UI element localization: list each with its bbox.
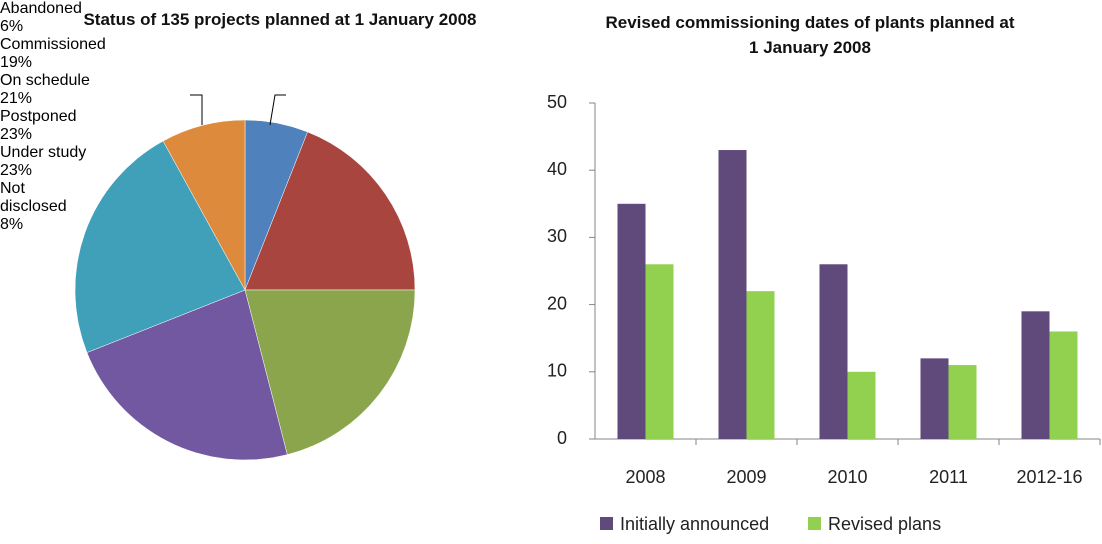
- y-tick-label: 50: [547, 92, 567, 112]
- leader-line: [269, 94, 286, 126]
- pie-label-value: 8%: [0, 216, 24, 233]
- x-tick-label: 2011: [929, 467, 968, 487]
- pie-title: Status of 135 projects planned at 1 Janu…: [83, 10, 477, 29]
- bar: [1021, 311, 1050, 439]
- pie-slice: [162, 119, 246, 291]
- bar: [920, 358, 949, 439]
- y-tick-label: 40: [547, 159, 567, 179]
- pie-label-name: Abandoned: [0, 0, 82, 17]
- pie-label: Postponed 23%: [0, 108, 110, 144]
- bar-title: Revised commissioning dates of plants pl…: [605, 13, 1015, 57]
- pie-label-value: 23%: [0, 126, 33, 143]
- pie-label-name: Commissioned: [0, 36, 106, 53]
- pie-label: Commissioned 19%: [0, 36, 160, 72]
- x-tick-label: 2008: [625, 467, 665, 487]
- pie-label-name: Not disclosed: [0, 180, 67, 215]
- legend-swatch: [808, 517, 821, 530]
- pie-label-value: 19%: [0, 54, 33, 71]
- pie-label: Abandoned 6%: [0, 0, 120, 36]
- bar: [1049, 331, 1078, 439]
- x-tick-label: 2012-16: [1016, 467, 1082, 487]
- pie-slice: [244, 131, 416, 291]
- bar: [645, 264, 674, 439]
- pie-label-value: 23%: [0, 162, 33, 179]
- pie-slice: [244, 289, 416, 455]
- pie-label: On schedule 21%: [0, 72, 90, 108]
- pie-label-value: 6%: [0, 18, 24, 35]
- x-tick-label: 2009: [726, 467, 766, 487]
- pie-label-name: Under study: [0, 144, 87, 161]
- y-tick-label: 30: [547, 226, 567, 246]
- bar: [948, 365, 977, 439]
- pie-label: Under study 23%: [0, 144, 150, 180]
- legend-label: Initially announced: [620, 514, 769, 534]
- pie-slice: [86, 289, 288, 461]
- x-tick-label: 2010: [827, 467, 867, 487]
- legend-swatch: [600, 517, 613, 530]
- bar: [718, 150, 747, 440]
- bar: [617, 203, 646, 439]
- pie-label-value: 21%: [0, 90, 33, 107]
- y-tick-label: 0: [557, 428, 567, 448]
- bar: [847, 371, 876, 439]
- y-tick-label: 20: [547, 293, 567, 313]
- bar: [819, 264, 848, 439]
- y-tick-label: 10: [547, 361, 567, 381]
- pie-label-name: On schedule: [0, 72, 90, 89]
- pie-label-name: Postponed: [0, 108, 77, 125]
- leader-line: [190, 94, 203, 125]
- pie-label: Not disclosed 8%: [0, 180, 80, 234]
- pie-slice: [74, 140, 246, 353]
- legend-label: Revised plans: [828, 514, 941, 534]
- bar: [746, 291, 775, 439]
